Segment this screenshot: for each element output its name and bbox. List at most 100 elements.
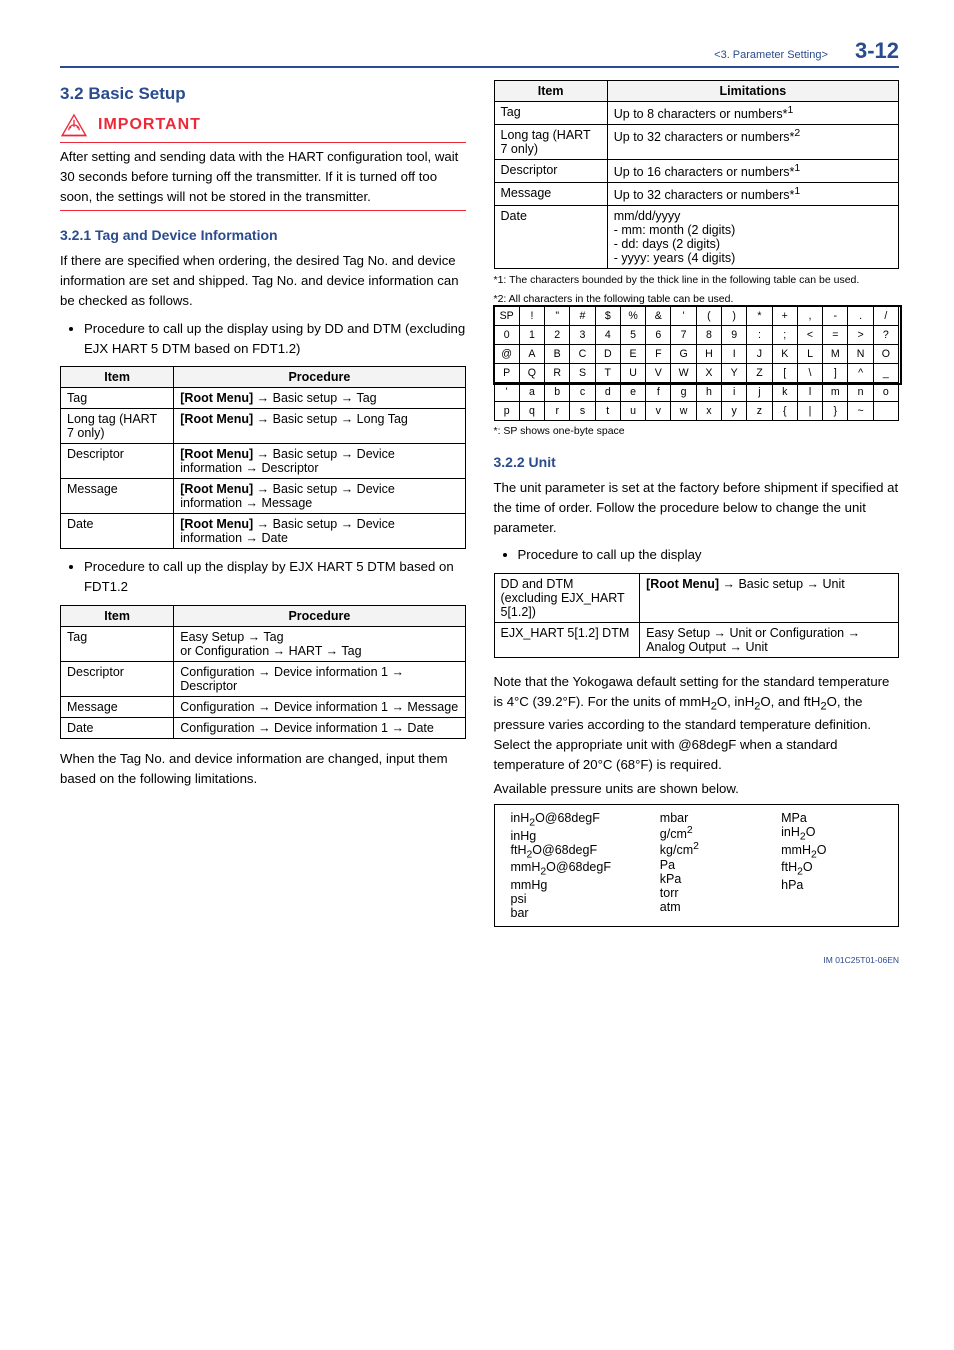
- charmap-cell: ;: [772, 325, 797, 344]
- charmap-cell: H: [696, 344, 721, 363]
- table-cell: MPainH2OmmH2OftH2OhPa: [777, 805, 898, 927]
- charmap-cell: n: [848, 382, 873, 401]
- charmap-cell: L: [797, 344, 822, 363]
- charmap-cell: +: [772, 306, 797, 325]
- charmap-cell: F: [646, 344, 671, 363]
- units-table: inH2O@68degFinHgftH2O@68degFmmH2O@68degF…: [494, 804, 900, 927]
- charmap-cell: M: [823, 344, 848, 363]
- table-cell: Configuration → Device information 1 → D…: [174, 717, 465, 738]
- charmap-cell: ): [722, 306, 747, 325]
- table-header: Procedure: [174, 367, 465, 388]
- charmap-cell: 6: [646, 325, 671, 344]
- paragraph: Available pressure units are shown below…: [494, 779, 900, 799]
- paragraph: If there are specified when ordering, th…: [60, 251, 466, 310]
- table-cell: Up to 16 characters or numbers*1: [607, 160, 898, 183]
- charmap-cell: D: [595, 344, 620, 363]
- charmap-cell: i: [722, 382, 747, 401]
- table-cell: inH2O@68degFinHgftH2O@68degFmmH2O@68degF…: [494, 805, 656, 927]
- charmap-cell: a: [519, 382, 544, 401]
- table-cell: DD and DTM (excluding EJX_HART 5[1.2]): [494, 574, 640, 623]
- charmap-cell: I: [722, 344, 747, 363]
- table-cell: EJX_HART 5[1.2] DTM: [494, 623, 640, 658]
- section-title: 3.2 Basic Setup: [60, 84, 466, 104]
- table-cell: Configuration → Device information 1 → D…: [174, 661, 465, 696]
- list-item: Procedure to call up the display by EJX …: [84, 557, 466, 597]
- charmap-cell: 1: [519, 325, 544, 344]
- header-section: <3. Parameter Setting>: [714, 49, 828, 61]
- charmap-cell: 4: [595, 325, 620, 344]
- table-cell: mm/dd/yyyy- mm: month (2 digits)- dd: da…: [607, 206, 898, 269]
- table-cell: [Root Menu] → Basic setup → Long Tag: [174, 409, 465, 444]
- charmap-cell: f: [646, 382, 671, 401]
- footnote-2: *2: All characters in the following tabl…: [494, 292, 900, 306]
- table-cell: Date: [61, 717, 174, 738]
- charmap-cell: |: [797, 401, 822, 420]
- charmap-cell: w: [671, 401, 696, 420]
- charmap-cell: p: [494, 401, 519, 420]
- subsection-3-2-1: 3.2.1 Tag and Device Information: [60, 227, 466, 243]
- charmap-cell: #: [570, 306, 595, 325]
- charmap-cell: .: [848, 306, 873, 325]
- charmap-cell: d: [595, 382, 620, 401]
- table-header: Item: [494, 81, 607, 102]
- charmap-cell: >: [848, 325, 873, 344]
- table-cell: Long tag (HART 7 only): [494, 125, 607, 160]
- table-cell: Long tag (HART 7 only): [61, 409, 174, 444]
- charmap-cell: }: [823, 401, 848, 420]
- paragraph: Note that the Yokogawa default setting f…: [494, 672, 900, 774]
- charmap-cell: m: [823, 382, 848, 401]
- table-cell: Tag: [494, 102, 607, 125]
- charmap-cell: B: [545, 344, 570, 363]
- table-cell: Configuration → Device information 1 → M…: [174, 696, 465, 717]
- charmap-cell: j: [747, 382, 772, 401]
- footnote-1: *1: The characters bounded by the thick …: [494, 273, 900, 287]
- charmap-cell: A: [519, 344, 544, 363]
- charmap-cell: /: [873, 306, 898, 325]
- charmap-cell: -: [823, 306, 848, 325]
- charmap-cell: ': [494, 382, 519, 401]
- charmap-cell: $: [595, 306, 620, 325]
- warning-icon: [60, 112, 88, 138]
- charmap-cell: b: [545, 382, 570, 401]
- table-cell: Descriptor: [61, 444, 174, 479]
- table-cell: Descriptor: [494, 160, 607, 183]
- table-cell: Descriptor: [61, 661, 174, 696]
- procedure-table-1: Item Procedure Tag[Root Menu] → Basic se…: [60, 366, 466, 549]
- charmap-cell: q: [519, 401, 544, 420]
- subsection-3-2-2: 3.2.2 Unit: [494, 454, 900, 470]
- charmap-cell: *: [747, 306, 772, 325]
- charmap-cell: X: [696, 363, 721, 382]
- charmap-cell: {: [772, 401, 797, 420]
- charmap-cell: [873, 401, 898, 420]
- charmap-cell: _: [873, 363, 898, 382]
- charmap-cell: y: [722, 401, 747, 420]
- table-header: Item: [61, 605, 174, 626]
- table-cell: [Root Menu] → Basic setup → Unit: [640, 574, 899, 623]
- charmap-cell: ,: [797, 306, 822, 325]
- table-cell: Tag: [61, 388, 174, 409]
- charmap-cell: !: [519, 306, 544, 325]
- charmap-cell: s: [570, 401, 595, 420]
- charmap-cell: 8: [696, 325, 721, 344]
- charmap-cell: [: [772, 363, 797, 382]
- charmap-cell: :: [747, 325, 772, 344]
- charmap-cell: E: [620, 344, 645, 363]
- table-cell: Easy Setup → Unit or Configuration → Ana…: [640, 623, 899, 658]
- charmap-cell: ^: [848, 363, 873, 382]
- page-number: 3-12: [855, 38, 899, 63]
- charmap-cell: ?: [873, 325, 898, 344]
- table-cell: Up to 32 characters or numbers*2: [607, 125, 898, 160]
- charmap-cell: Z: [747, 363, 772, 382]
- table-cell: [Root Menu] → Basic setup → Device infor…: [174, 479, 465, 514]
- table-header: Item: [61, 367, 174, 388]
- paragraph: When the Tag No. and device information …: [60, 749, 466, 789]
- list-item: Procedure to call up the display: [518, 545, 900, 565]
- charmap-cell: K: [772, 344, 797, 363]
- table-cell: Date: [494, 206, 607, 269]
- charmap-cell: U: [620, 363, 645, 382]
- charmap-cell: z: [747, 401, 772, 420]
- table-cell: Message: [61, 696, 174, 717]
- table-cell: [Root Menu] → Basic setup → Tag: [174, 388, 465, 409]
- table-cell: Easy Setup → Tagor Configuration → HART …: [174, 626, 465, 661]
- charmap-cell: u: [620, 401, 645, 420]
